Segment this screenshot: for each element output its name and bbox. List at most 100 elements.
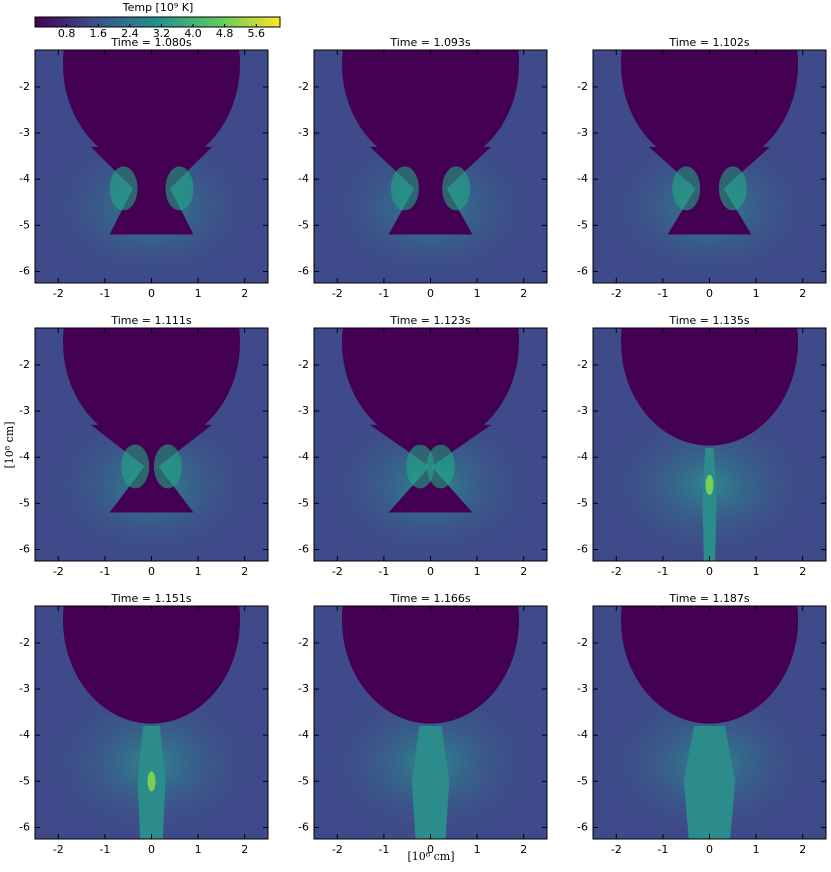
- x-tick-label: -2: [611, 843, 622, 856]
- colorbar-tick-label: 0.8: [58, 27, 76, 40]
- x-tick-label: -1: [378, 287, 389, 300]
- y-tick-label: -6: [577, 264, 588, 277]
- x-tick-label: -2: [53, 287, 64, 300]
- hot-edge: [672, 166, 701, 211]
- y-tick-label: -4: [298, 450, 309, 463]
- x-tick-label: -1: [99, 287, 110, 300]
- hot-edge: [390, 166, 419, 211]
- panel-image: [35, 328, 268, 561]
- colorbar: [34, 16, 281, 28]
- y-tick-label: -6: [19, 820, 30, 833]
- y-tick-label: -6: [19, 542, 30, 555]
- panel-image: [593, 50, 826, 283]
- hot-edge: [426, 444, 455, 489]
- x-tick-label: 0: [706, 565, 713, 578]
- x-tick-label: 0: [706, 287, 713, 300]
- panel-image: [35, 606, 268, 839]
- colorbar-tick-label: 4.8: [216, 27, 234, 40]
- panel-title: Time = 1.102s: [668, 36, 750, 49]
- x-tick-label: -1: [657, 565, 668, 578]
- y-tick-label: -3: [577, 682, 588, 695]
- x-axis-label: [10⁸ cm]: [407, 850, 454, 863]
- x-tick-label: -2: [53, 565, 64, 578]
- x-tick-label: 2: [799, 287, 806, 300]
- hot-edge: [109, 166, 138, 211]
- y-tick-label: -6: [298, 264, 309, 277]
- panel-image: [593, 328, 826, 561]
- y-tick-label: -5: [577, 218, 588, 231]
- jet: [702, 447, 717, 561]
- y-tick-label: -3: [298, 682, 309, 695]
- cold-bubble: [341, 328, 520, 446]
- y-tick-label: -3: [19, 404, 30, 417]
- x-tick-label: 2: [520, 287, 527, 300]
- cold-region: [648, 146, 771, 235]
- colorbar-tick-label: 4.0: [184, 27, 202, 40]
- panel-image: [593, 606, 826, 839]
- panel-image: [35, 50, 268, 283]
- cold-bubble: [341, 50, 520, 168]
- y-tick-label: -2: [298, 358, 309, 371]
- y-tick-label: -3: [19, 682, 30, 695]
- y-tick-label: -6: [298, 542, 309, 555]
- x-tick-label: 2: [799, 565, 806, 578]
- hot-edge: [442, 166, 471, 211]
- x-tick-label: 2: [241, 565, 248, 578]
- panel-image: [314, 328, 547, 561]
- panel-title: Time = 1.151s: [110, 592, 192, 605]
- y-tick-label: -4: [298, 172, 309, 185]
- y-tick-label: -5: [298, 496, 309, 509]
- y-tick-label: -4: [298, 728, 309, 741]
- x-tick-label: -2: [332, 287, 343, 300]
- colorbar-tick-label: 5.6: [248, 27, 266, 40]
- y-tick-label: -3: [577, 126, 588, 139]
- y-tick-label: -4: [19, 172, 30, 185]
- cold-bubble: [620, 606, 799, 724]
- x-tick-label: 1: [195, 287, 202, 300]
- panel-image: [314, 606, 547, 839]
- x-tick-label: 2: [520, 843, 527, 856]
- x-tick-label: 2: [799, 843, 806, 856]
- y-tick-label: -5: [19, 218, 30, 231]
- panel-image: [314, 50, 547, 283]
- y-tick-label: -4: [19, 728, 30, 741]
- y-tick-label: -5: [577, 774, 588, 787]
- y-tick-label: -5: [19, 774, 30, 787]
- hot-edge: [406, 444, 435, 489]
- y-tick-label: -4: [577, 728, 588, 741]
- y-tick-label: -6: [577, 542, 588, 555]
- y-tick-label: -3: [298, 404, 309, 417]
- y-tick-label: -6: [577, 820, 588, 833]
- y-tick-label: -2: [19, 80, 30, 93]
- jet: [411, 725, 450, 839]
- panel-title: Time = 1.080s: [110, 36, 192, 49]
- y-tick-label: -6: [19, 264, 30, 277]
- panel-title: Time = 1.111s: [110, 314, 192, 327]
- hot-spot: [705, 474, 714, 495]
- colorbar-tick-label: 3.2: [153, 27, 171, 40]
- panel-title: Time = 1.123s: [389, 314, 471, 327]
- panel-title: Time = 1.187s: [668, 592, 750, 605]
- y-tick-label: -6: [298, 820, 309, 833]
- y-tick-label: -4: [577, 450, 588, 463]
- x-tick-label: 2: [520, 565, 527, 578]
- y-tick-label: -2: [19, 636, 30, 649]
- x-tick-label: -2: [332, 565, 343, 578]
- hot-edge: [718, 166, 747, 211]
- x-tick-label: 1: [753, 565, 760, 578]
- y-axis-label: [10⁸ cm]: [3, 421, 16, 468]
- x-tick-label: 2: [241, 843, 248, 856]
- x-tick-label: -2: [53, 843, 64, 856]
- x-tick-label: -1: [378, 843, 389, 856]
- x-tick-label: 1: [753, 287, 760, 300]
- x-tick-label: 1: [474, 565, 481, 578]
- cold-bubble: [62, 328, 241, 446]
- x-tick-label: 0: [148, 287, 155, 300]
- x-tick-label: -2: [611, 565, 622, 578]
- x-tick-label: 0: [148, 565, 155, 578]
- cold-region: [90, 424, 213, 513]
- x-tick-label: 0: [148, 843, 155, 856]
- y-tick-label: -3: [577, 404, 588, 417]
- x-tick-label: -1: [99, 843, 110, 856]
- panel-title: Time = 1.093s: [389, 36, 471, 49]
